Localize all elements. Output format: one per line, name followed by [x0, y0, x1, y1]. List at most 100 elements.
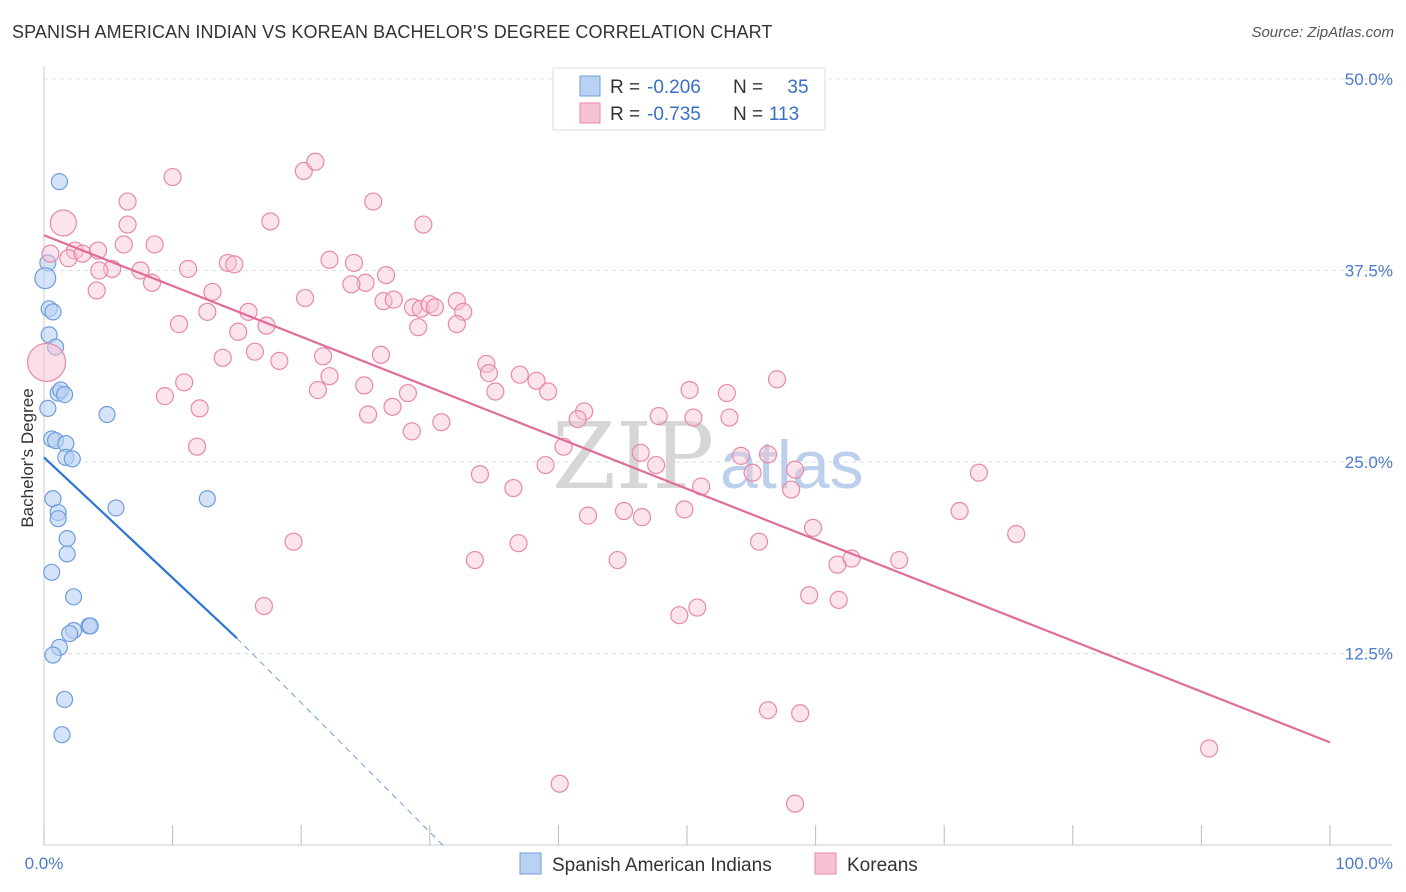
point-koreans-20 — [306, 152, 325, 171]
point-koreans-50 — [371, 345, 391, 364]
point-koreans-3 — [59, 249, 78, 268]
point-koreans-18 — [261, 212, 280, 231]
point-koreans-99 — [803, 518, 823, 537]
point-spanish-american-indians-23 — [58, 545, 76, 563]
point-koreans-49 — [313, 347, 333, 366]
point-koreans-71 — [568, 410, 587, 429]
source-label: Source: ZipAtlas.com — [1251, 24, 1394, 41]
y-tick-label-3: 50.0% — [1345, 70, 1393, 89]
bottom-legend-label-pink: Koreans — [847, 855, 918, 876]
point-koreans-15 — [178, 259, 198, 279]
point-spanish-american-indians-0 — [50, 173, 69, 191]
point-koreans-79 — [731, 446, 751, 465]
point-koreans-78 — [631, 443, 650, 462]
point-koreans-75 — [187, 437, 207, 456]
y-tick-label-1: 25.0% — [1345, 453, 1393, 472]
point-koreans-24 — [344, 253, 364, 272]
point-koreans-104 — [890, 550, 909, 570]
point-koreans-16 — [218, 253, 237, 272]
point-spanish-american-indians-27 — [61, 624, 79, 643]
point-koreans-111 — [791, 704, 810, 723]
point-koreans-88 — [782, 480, 801, 499]
point-koreans-25 — [356, 273, 375, 292]
point-spanish-american-indians-10 — [98, 405, 116, 424]
point-spanish-american-indians-22 — [58, 529, 76, 548]
point-spanish-american-indians-2 — [34, 267, 57, 290]
point-koreans-113 — [550, 774, 569, 793]
legend-n-value-2: 113 — [769, 104, 799, 125]
point-koreans-8 — [145, 235, 164, 254]
x-tick-label-0: 0.0% — [25, 854, 64, 873]
point-spanish-american-indians-33 — [53, 726, 71, 744]
point-koreans-80 — [758, 445, 778, 464]
x-tick-label-1: 100.0% — [1335, 854, 1393, 873]
point-koreans-86 — [504, 478, 523, 498]
point-koreans-68 — [383, 397, 402, 416]
trend-line-koreans — [43, 234, 1331, 744]
point-koreans-98 — [749, 532, 769, 551]
y-axis-title: Bachelor's Degree — [18, 388, 37, 527]
axes — [43, 66, 1392, 846]
point-koreans-108 — [800, 586, 819, 605]
point-koreans-66 — [190, 399, 209, 418]
point-spanish-american-indians-20 — [107, 499, 125, 517]
point-koreans-7 — [118, 215, 137, 234]
series-legend: Spanish American Indians Koreans — [519, 852, 918, 876]
trend-line-spanish-american-indians — [43, 456, 238, 639]
legend-r-value-1: -0.206 — [647, 77, 701, 98]
point-koreans-81 — [536, 455, 555, 475]
point-koreans-91 — [614, 501, 634, 521]
point-koreans-93 — [675, 500, 694, 519]
point-koreans-30 — [295, 288, 315, 308]
point-koreans-83 — [743, 463, 762, 482]
watermark-atlas: atlas — [720, 427, 864, 503]
point-koreans-100 — [465, 550, 484, 570]
point-spanish-american-indians-29 — [81, 617, 99, 635]
point-koreans-76 — [402, 422, 421, 441]
point-koreans-65 — [155, 387, 174, 406]
point-koreans-96 — [284, 532, 303, 551]
point-koreans-29 — [203, 282, 222, 302]
point-koreans-89 — [969, 463, 989, 482]
legend-n-value-1: 35 — [787, 77, 808, 98]
point-koreans-106 — [670, 606, 689, 625]
point-koreans-64 — [767, 370, 787, 389]
point-koreans-12 — [90, 261, 109, 280]
gridlines — [44, 78, 1392, 654]
bottom-legend-swatch-pink — [814, 852, 837, 875]
point-koreans-22 — [414, 215, 433, 234]
point-koreans-73 — [684, 408, 703, 427]
point-koreans-36 — [411, 299, 430, 318]
point-koreans-53 — [320, 367, 339, 386]
point-koreans-61 — [539, 382, 558, 401]
point-spanish-american-indians-11 — [39, 399, 57, 417]
trend-line-spanish-american-indians-extension — [236, 637, 444, 846]
point-koreans-82 — [647, 455, 666, 475]
point-koreans-43 — [409, 318, 428, 337]
point-spanish-american-indians-4 — [44, 303, 62, 321]
point-spanish-american-indians-25 — [64, 588, 83, 606]
point-koreans-109 — [829, 590, 848, 609]
point-koreans-69 — [432, 413, 451, 432]
point-koreans-114 — [785, 794, 805, 813]
point-spanish-american-indians-16 — [63, 450, 81, 468]
point-koreans-26 — [342, 275, 361, 294]
point-koreans-110 — [758, 701, 778, 720]
point-koreans-39 — [447, 292, 466, 311]
point-koreans-55 — [510, 365, 529, 384]
point-koreans-90 — [578, 506, 598, 525]
point-koreans-58 — [355, 376, 374, 395]
point-koreans-107 — [688, 598, 707, 617]
point-koreans-94 — [950, 501, 969, 521]
point-koreans-23 — [320, 250, 339, 269]
point-koreans-37 — [420, 295, 439, 314]
point-koreans-72 — [649, 406, 668, 426]
chart-title: SPANISH AMERICAN INDIAN VS KOREAN BACHEL… — [12, 22, 773, 42]
point-spanish-american-indians-24 — [43, 563, 61, 581]
point-koreans-1 — [41, 244, 60, 263]
point-koreans-97 — [509, 534, 528, 553]
point-koreans-92 — [632, 508, 652, 527]
legend-r-label-1: R = — [610, 77, 640, 98]
point-koreans-60 — [486, 382, 505, 401]
